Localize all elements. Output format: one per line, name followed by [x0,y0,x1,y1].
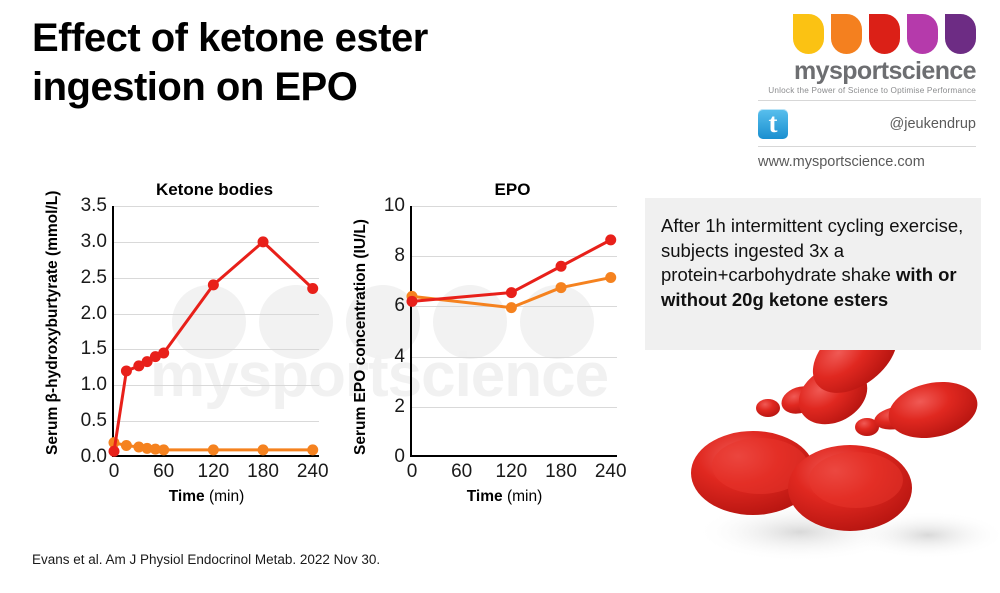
x-axis-tick: 0 [108,461,120,482]
data-point [257,444,269,456]
data-point [257,236,269,248]
page-title-line-2: ingestion on EPO [32,64,358,109]
gridline [114,206,319,207]
gridline [412,206,617,207]
y-axis-tick: 3.0 [80,230,107,252]
page-title-line-1: Effect of ketone ester [32,16,428,60]
data-point [406,295,418,307]
x-axis-tick: 240 [594,461,627,482]
logo-drop-4 [907,14,938,54]
x-axis-label-bold: Time [168,488,205,505]
logo-wordmark: mysportscience [794,57,977,85]
callout-box: After 1h intermittent cycling exercise, … [645,198,981,350]
data-series-layer [108,236,319,457]
logo-drop-3 [869,14,900,54]
callout-text-bold: with or without 20g ketone esters [661,264,957,310]
gridline [114,241,319,243]
gridline [114,385,319,387]
data-point [158,444,170,456]
x-axis-label: Time (min) [104,488,309,506]
logo-drop-5 [945,14,976,54]
data-series-layer [406,234,617,314]
data-point [505,287,517,299]
data-point [307,282,319,294]
twitter-handle: @jeukendrup [889,116,976,133]
twitter-icon[interactable] [758,108,788,140]
x-axis-tick: 60 [153,461,175,482]
logo-drop-1 [793,14,824,54]
y-axis-tick: 10 [383,195,405,216]
data-point [108,445,120,457]
y-axis-label: Serum EPO concentration (IU/L) [352,219,369,455]
gridline [412,356,617,358]
gridline [114,277,319,279]
data-point [133,360,145,372]
chart-title: Ketone bodies [155,180,274,199]
data-point [207,444,219,456]
x-axis-label-unit: (min) [208,488,245,505]
y-axis-tick: 2.0 [80,302,107,324]
y-axis-tick: 2.5 [80,266,107,288]
data-point [555,282,567,294]
y-axis-tick: 2 [394,395,405,417]
y-axis-label: Serum β-hydroxyburtyrate (mmol/L) [44,190,61,455]
x-axis-tick: 60 [451,461,473,482]
y-axis-tick: 1.5 [80,338,107,360]
series-line [112,240,314,452]
callout-text: After 1h intermittent cycling exercise, … [661,215,964,286]
branding-block: mysportscience Unlock the Power of Scien… [758,14,977,171]
data-point [149,351,161,363]
chart-ketone-bodies: Ketone bodies 0.0 0.5 1.0 1.5 2.0 2.5 3.0 3.5 0 6… [44,180,329,505]
y-axis-tick: 4 [394,345,405,367]
x-axis-label-unit: (min) [506,488,543,505]
website-url[interactable]: www.mysportscience.com [758,154,925,171]
data-point [141,356,153,368]
data-point [158,347,170,359]
x-axis-label-bold: Time [466,488,503,505]
gridline [412,406,617,408]
page-title: Effect of ketone ester ingestion on EPO [32,14,592,112]
x-axis-label: Time (min) [402,488,607,506]
x-axis-tick: 120 [197,461,230,482]
data-point [605,234,617,246]
logo-icon [758,14,976,54]
data-point [605,272,617,284]
data-point [133,441,145,453]
x-axis-tick: 240 [296,461,329,482]
data-point [307,444,319,456]
x-axis-tick: 180 [247,461,279,482]
plot-area: 0.0 0.5 1.0 1.5 2.0 2.5 3.0 3.5 0 60 120 180 240 [81,195,329,482]
data-point [149,443,161,455]
x-axis-tick: 0 [406,461,418,482]
x-axis-tick: 180 [545,461,577,482]
logo-tagline: Unlock the Power of Science to Optimise … [758,86,976,102]
y-axis-tick: 1.0 [80,374,107,396]
y-axis-tick: 3.5 [80,195,107,216]
x-axis-tick: 120 [495,461,528,482]
red-blood-cells-illustration [691,317,1000,562]
chart-title: EPO [494,180,531,199]
data-point [207,279,219,291]
gridline [114,421,319,423]
data-point [141,442,153,454]
data-point [555,260,567,272]
y-axis-tick: 6 [394,295,405,317]
citation: Evans et al. Am J Physiol Endocrinol Met… [32,552,381,567]
y-axis-tick: 8 [394,245,405,267]
plot-area: 0 2 4 6 8 10 0 60 120 180 240 [384,195,627,482]
y-axis-tick: 0 [394,446,405,467]
y-axis-tick: 0.0 [80,446,107,467]
logo-drop-2 [831,14,862,54]
y-axis-tick: 0.5 [80,410,107,432]
social-row: @jeukendrup [758,101,976,148]
data-point [120,440,132,452]
gridline [412,256,617,258]
data-point [120,365,132,377]
data-point [505,302,517,314]
chart-epo: EPO 0 2 4 6 8 10 0 60 120 180 240 Serum EPO concen… [352,180,627,505]
